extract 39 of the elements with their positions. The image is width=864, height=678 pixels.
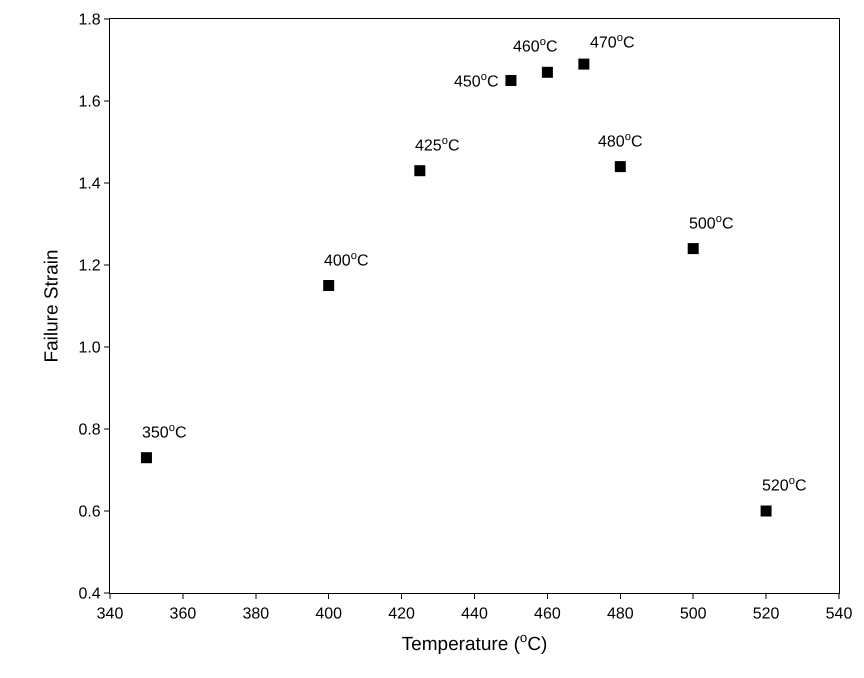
annotation: 520$^{o}$C [762,475,806,495]
y-axis-title: Failure Strain [41,250,62,362]
x-tick-label: 360 [170,605,196,622]
y-tick-label: 0.4 [78,586,101,603]
point [760,506,772,516]
point [688,243,699,254]
x-tick-label: 480 [606,605,634,622]
x-tick-label: 500 [680,605,707,622]
x-axis-title: Temperature ($^{o}$C) [402,630,548,656]
annotation: 480$^{o}$C [598,131,642,151]
annotation: 500$^{o}$C [689,213,734,233]
point [140,452,152,464]
y-tick-label: 1.8 [78,12,101,29]
point [505,75,516,86]
point [614,161,626,172]
y-tick-label: 1.2 [78,258,101,275]
y-tick-label: 0.6 [78,504,101,521]
annotation: 450$^{o}$C [454,71,498,91]
x-tick-label: 520 [752,605,780,622]
annotation: 400$^{o}$C [324,250,368,270]
annotation: 470$^{o}$C [590,32,634,52]
y-tick-label: 1.4 [78,176,101,193]
x-tick-label: 340 [96,605,124,622]
point [414,165,426,176]
x-tick-label: 540 [826,605,852,622]
annotation: 350$^{o}$C [142,422,186,442]
y-tick-label: 0.8 [78,422,101,439]
x-tick-label: 400 [315,605,342,622]
y-tick-label: 1.0 [78,340,101,357]
annotation: 425$^{o}$C [415,135,460,155]
point [578,58,590,70]
point [542,66,553,78]
x-tick-label: 460 [534,605,561,622]
x-tick-label: 420 [388,605,416,622]
x-tick-label: 440 [461,605,488,622]
x-tick-label: 380 [242,605,270,622]
y-tick-label: 1.6 [78,94,101,111]
point [323,280,334,291]
annotation: 460$^{o}$C [513,36,558,56]
